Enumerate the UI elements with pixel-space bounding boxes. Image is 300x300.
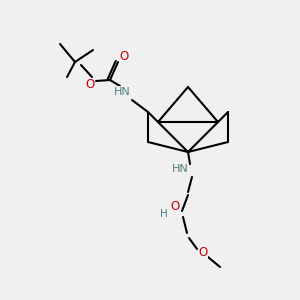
Text: O: O	[170, 200, 180, 214]
Text: O: O	[198, 247, 208, 260]
Text: O: O	[119, 50, 129, 64]
Text: HN: HN	[114, 87, 130, 97]
Text: O: O	[85, 79, 94, 92]
Text: H: H	[160, 209, 168, 219]
Text: HN: HN	[172, 164, 188, 174]
